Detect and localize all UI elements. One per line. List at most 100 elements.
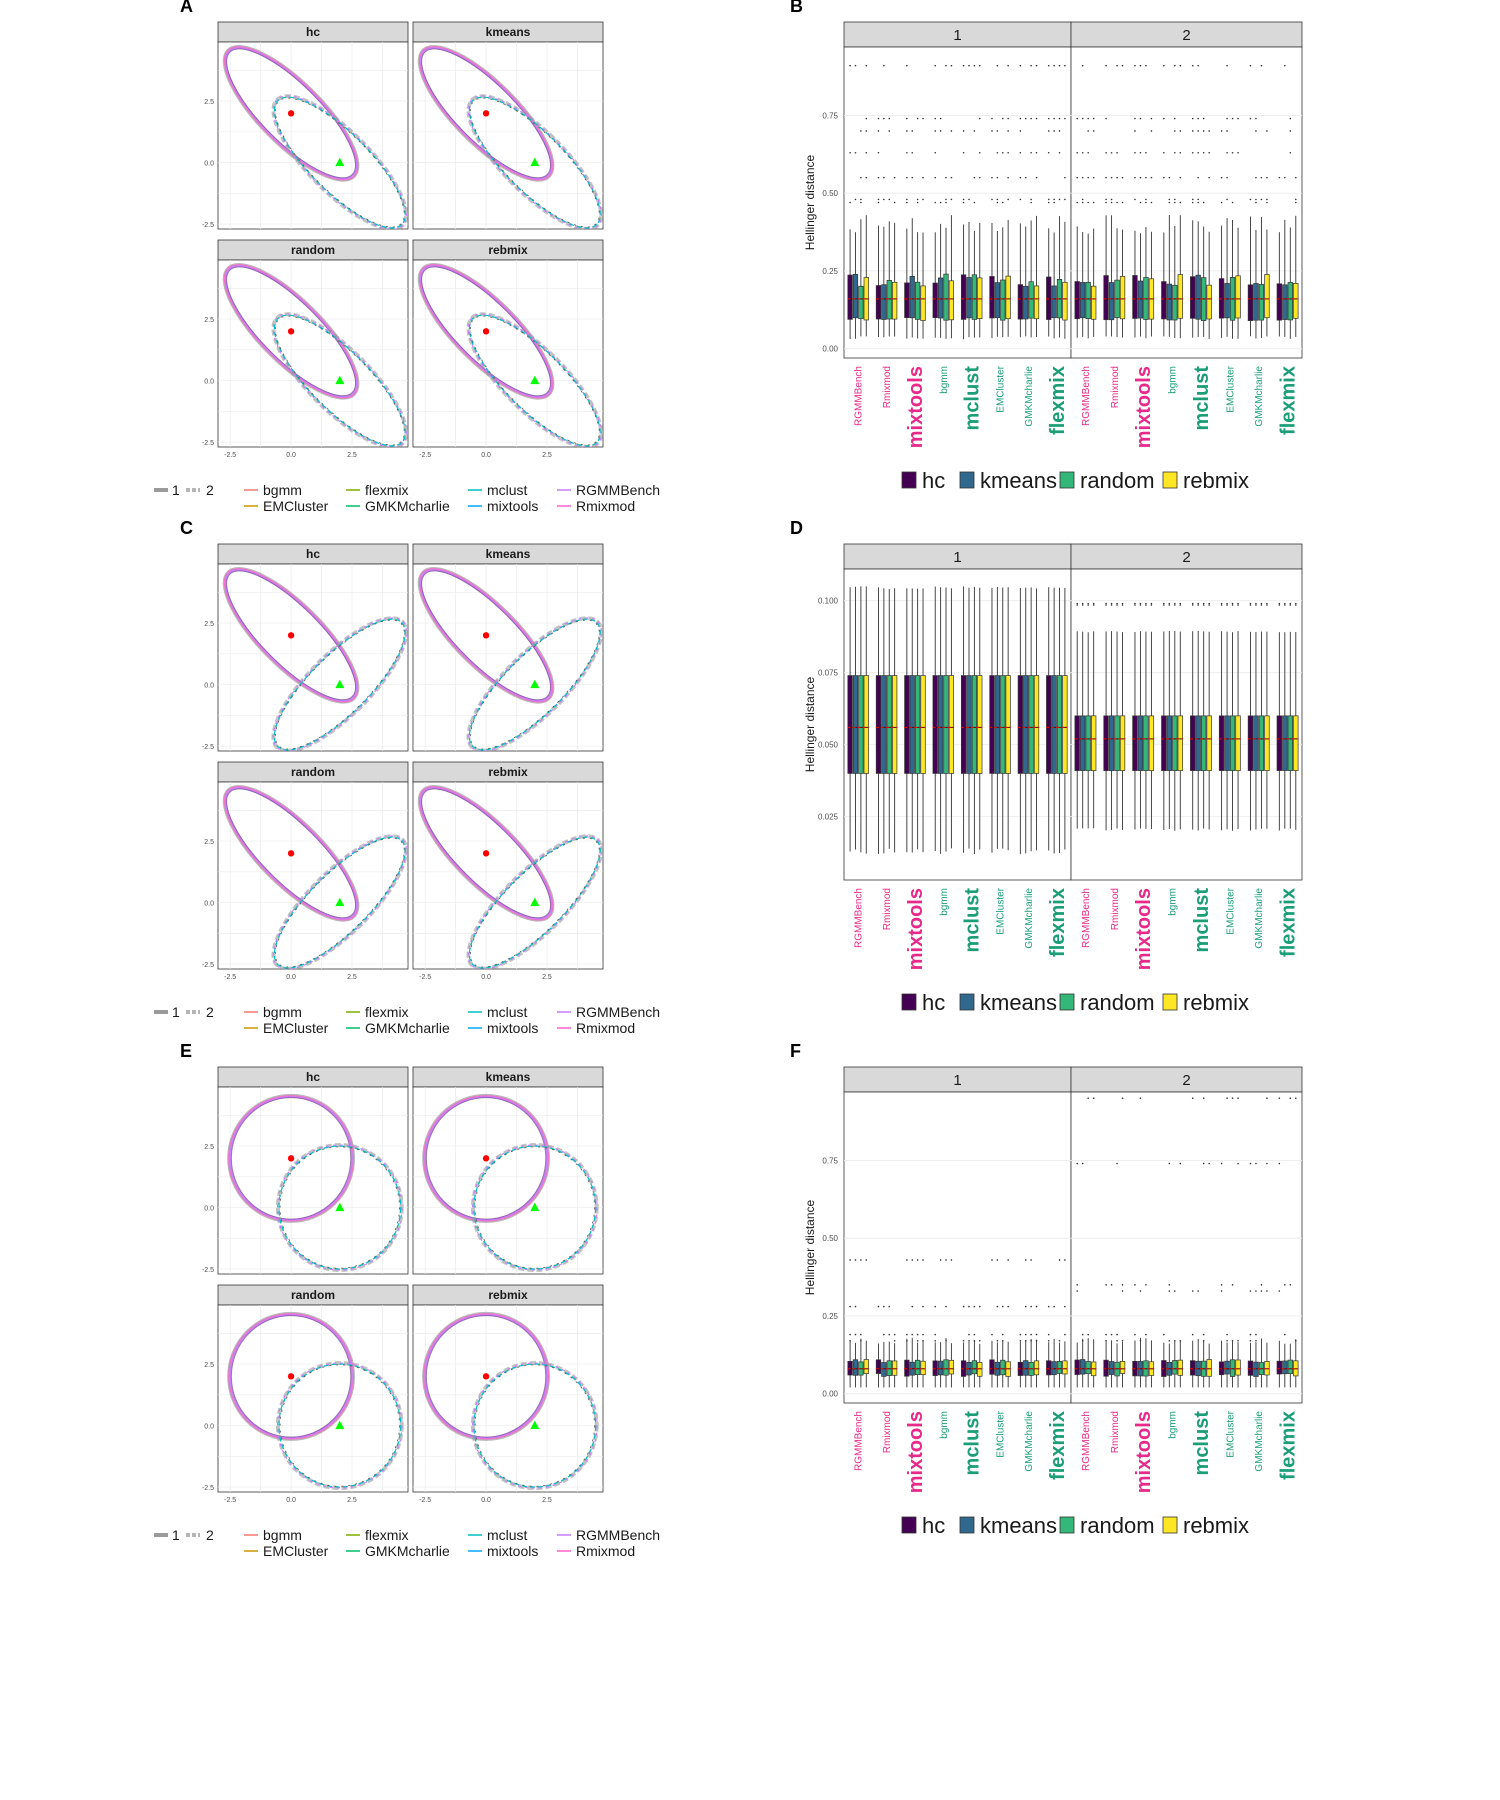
- panel-letter-A: A: [180, 0, 193, 16]
- legend-label-random: random: [1080, 1513, 1155, 1538]
- outlier-point: [1025, 1340, 1027, 1342]
- outlier-point: [878, 1306, 880, 1308]
- outlier-point: [1284, 604, 1286, 606]
- outlier-point: [1203, 130, 1205, 132]
- line-legend: 1 2 bgmmEMClusterflexmixGMKMcharliemclustm…: [154, 1527, 660, 1559]
- outlier-point: [1025, 177, 1027, 179]
- outlier-point: [922, 177, 924, 179]
- outlier-point: [1290, 118, 1292, 120]
- x-tick-label-mixtools: mixtools: [1133, 888, 1155, 970]
- outlier-point: [1197, 65, 1199, 67]
- box-body: [1000, 280, 1005, 320]
- x-tick-label-RGMMBench: RGMMBench: [1081, 1411, 1092, 1471]
- outlier-point: [945, 1259, 947, 1261]
- panel-F: 1 20.000.250.500.75Hellinger distanceRGMM…: [790, 1041, 1302, 1538]
- outlier-point: [951, 177, 953, 179]
- outlier-point: [1036, 65, 1038, 67]
- box-body: [915, 676, 920, 774]
- outlier-point: [1030, 1259, 1032, 1261]
- outlier-point: [1140, 118, 1142, 120]
- outlier-point: [1279, 1290, 1281, 1292]
- outlier-point: [1169, 603, 1171, 605]
- legend-label-EMCluster: EMCluster: [263, 1543, 329, 1559]
- box-body: [1190, 277, 1195, 319]
- outlier-point: [865, 152, 867, 154]
- legend-label-GMKMcharlie: GMKMcharlie: [365, 1543, 450, 1559]
- outlier-point: [1030, 152, 1032, 154]
- strip-label: 2: [1182, 1072, 1190, 1089]
- box-body: [1167, 716, 1172, 771]
- outlier-point: [1208, 177, 1210, 179]
- legend-label-RGMMBench: RGMMBench: [576, 1527, 660, 1543]
- outlier-point: [865, 177, 867, 179]
- legend-key-hc: [902, 994, 916, 1010]
- outlier-point: [934, 65, 936, 67]
- box-body: [1138, 281, 1143, 318]
- outlier-point: [922, 1306, 924, 1308]
- outlier-point: [865, 118, 867, 120]
- outlier-point: [906, 1334, 908, 1336]
- box-body: [848, 676, 853, 774]
- box-body: [978, 1362, 983, 1376]
- outlier-point: [1250, 1340, 1252, 1342]
- box-body: [892, 282, 897, 319]
- box-body: [990, 276, 995, 318]
- outlier-point: [1059, 1340, 1061, 1342]
- box-body: [1173, 716, 1178, 771]
- outlier-point: [1145, 1334, 1147, 1336]
- box-body: [1283, 285, 1288, 320]
- outlier-point: [1064, 199, 1066, 201]
- facet-title: kmeans: [486, 25, 531, 39]
- x-tick-label-EMCluster: EMCluster: [1225, 365, 1236, 412]
- outlier-point: [1134, 177, 1136, 179]
- outlier-point: [945, 1340, 947, 1342]
- x-tick-label: 0.0: [286, 1497, 296, 1504]
- outlier-point: [991, 199, 993, 201]
- facet-kmeans: kmeans: [413, 1067, 603, 1274]
- outlier-point: [1226, 177, 1228, 179]
- y-axis-title: Hellinger distance: [803, 1199, 817, 1295]
- x-tick-label: -2.5: [419, 974, 431, 981]
- outlier-point: [1151, 130, 1153, 132]
- outlier-point: [1064, 1306, 1066, 1308]
- outlier-point: [865, 130, 867, 132]
- outlier-point: [1111, 152, 1113, 154]
- outlier-point: [1266, 604, 1268, 606]
- outlier-point: [1266, 199, 1268, 201]
- outlier-point: [1284, 65, 1286, 67]
- legend-label-hc: hc: [922, 990, 945, 1015]
- outlier-point: [878, 202, 880, 204]
- box-body: [1265, 716, 1270, 771]
- outlier-point: [974, 1306, 976, 1308]
- outlier-point: [1179, 65, 1181, 67]
- outlier-point: [1255, 603, 1257, 605]
- box-body: [1288, 716, 1293, 771]
- facet-random: random-2.50.02.5-2.5 0.0 2.5: [202, 762, 424, 987]
- box-body: [1075, 716, 1080, 771]
- outlier-point: [906, 1340, 908, 1342]
- outlier-point: [1122, 604, 1124, 606]
- outlier-point: [1232, 1284, 1234, 1286]
- outlier-point: [963, 1306, 965, 1308]
- outlier-point: [894, 1334, 896, 1336]
- y-tick-label: 0.50: [822, 1234, 838, 1243]
- outlier-point: [878, 177, 880, 179]
- outlier-point: [1111, 603, 1113, 605]
- x-tick-label: 0.0: [481, 452, 491, 459]
- outlier-point: [865, 1259, 867, 1261]
- outlier-point: [1076, 177, 1078, 179]
- outlier-point: [1261, 604, 1263, 606]
- x-tick-label-mclust: mclust: [1191, 888, 1213, 953]
- x-tick-label: 2.5: [347, 452, 357, 459]
- outlier-point: [1111, 199, 1113, 201]
- x-tick-label: 0.0: [481, 974, 491, 981]
- outlier-point: [974, 65, 976, 67]
- x-tick-label: 0.0: [286, 974, 296, 981]
- box-body: [944, 676, 949, 774]
- outlier-point: [1237, 1163, 1239, 1165]
- legend-label-mixtools: mixtools: [487, 1543, 538, 1559]
- outlier-point: [997, 1306, 999, 1308]
- legend-label-hc: hc: [922, 468, 945, 493]
- box-body: [1149, 716, 1154, 771]
- outlier-point: [1048, 130, 1050, 132]
